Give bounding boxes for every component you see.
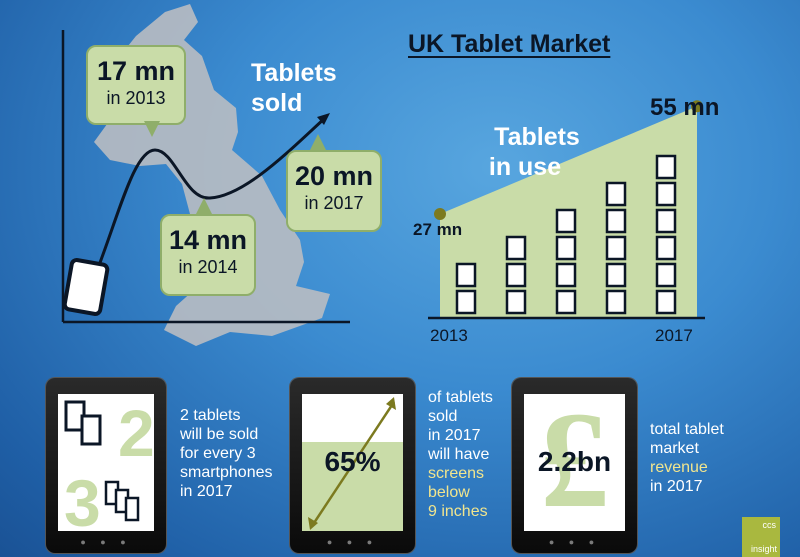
fact-revenue-text: total tablet market revenue in 2017 bbox=[650, 420, 724, 496]
fact-screens-highlight: 9 inches bbox=[428, 503, 488, 520]
fact-screens-line: will have bbox=[428, 446, 490, 463]
in-use-start-label: 27 mn bbox=[413, 220, 463, 239]
tablet-stack-icon bbox=[655, 154, 677, 180]
tablet-stack-icon bbox=[605, 181, 627, 207]
fact-ratio-line: smartphones bbox=[180, 464, 273, 481]
diagonal-arrow-graphic bbox=[308, 397, 396, 530]
fact-revenue-highlight: revenue bbox=[650, 459, 708, 476]
tablet-stack-icon bbox=[655, 235, 677, 261]
device-home-dots: ● ● ● bbox=[80, 537, 132, 547]
tablet-stack-icon bbox=[655, 181, 677, 207]
fact-screens-line: sold bbox=[428, 408, 458, 425]
fact-ratio-line: will be sold bbox=[180, 426, 259, 443]
fact-ratio-line: for every 3 bbox=[180, 445, 256, 462]
smartphone-icon bbox=[124, 496, 140, 522]
tablet-screen-revenue: £ 2.2bn bbox=[524, 390, 625, 531]
callout-2013-value: 17 mn bbox=[96, 56, 176, 86]
logo-top-text: ccs bbox=[762, 520, 777, 530]
tablet-device-ratio: 2 3 ● ● ● bbox=[46, 378, 166, 553]
tablet-screen-ratio: 2 3 bbox=[58, 394, 155, 540]
page-title: UK Tablet Market bbox=[408, 30, 611, 58]
callout-2014-year: in 2014 bbox=[178, 257, 238, 277]
ratio-digit-3: 3 bbox=[64, 466, 101, 531]
tablet-stack-icon bbox=[555, 262, 577, 288]
tablet-stack-icon bbox=[605, 208, 627, 234]
tablets-in-use-label: Tablets in use bbox=[487, 122, 587, 182]
callout-2013-year: in 2013 bbox=[106, 88, 166, 108]
tablet-icon bbox=[80, 414, 102, 446]
tablet-device-revenue: £ 2.2bn ● ● ● bbox=[512, 378, 637, 553]
callout-2017-pointer bbox=[310, 134, 326, 150]
callout-2013: 17 mn in 2013 bbox=[86, 45, 186, 125]
callout-2017: 20 mn in 2017 bbox=[286, 150, 382, 232]
ratio-graphic: 2 3 bbox=[64, 396, 155, 540]
fact-screens-line: of tablets bbox=[428, 389, 493, 406]
callout-2017-value: 20 mn bbox=[294, 161, 374, 191]
callout-2014: 14 mn in 2014 bbox=[160, 214, 256, 296]
tablet-stack-icon bbox=[605, 289, 627, 315]
tablets-sold-label-line2: sold bbox=[251, 89, 303, 117]
tablet-stack-icon bbox=[455, 262, 477, 288]
callout-2014-value: 14 mn bbox=[168, 225, 248, 255]
tablet-stack-icon bbox=[505, 262, 527, 288]
fact-revenue-line: market bbox=[650, 440, 699, 457]
tablets-sold-label-line1: Tablets bbox=[251, 59, 337, 87]
tablet-stack-icon bbox=[555, 208, 577, 234]
tablet-stack-icon bbox=[555, 235, 577, 261]
ratio-digit-2: 2 bbox=[118, 396, 154, 470]
device-home-dots: ● ● ● bbox=[548, 537, 601, 547]
in-use-end-point bbox=[691, 100, 703, 113]
tablet-stack-icon bbox=[455, 289, 477, 315]
diagonal-arrow-line bbox=[310, 401, 396, 527]
fact-screens-highlight: screens bbox=[428, 465, 485, 482]
fact-revenue-line: in 2017 bbox=[650, 478, 703, 495]
tablet-stack-icon bbox=[655, 208, 677, 234]
fact-screens-line: in 2017 bbox=[428, 427, 481, 444]
callout-2014-pointer bbox=[196, 198, 212, 214]
tablet-stack-icon bbox=[505, 235, 527, 261]
tablets-in-use-label-line2: in use bbox=[488, 153, 562, 181]
tablet-stack-icon bbox=[605, 235, 627, 261]
phone-icon bbox=[62, 258, 110, 316]
tablet-stack-icon bbox=[655, 289, 677, 315]
trend-arrowhead bbox=[317, 113, 330, 125]
fact-ratio-line: 2 tablets bbox=[180, 407, 241, 424]
fact-ratio-line: in 2017 bbox=[180, 483, 233, 500]
tablet-stack-icon bbox=[505, 289, 527, 315]
tablet-device-screens: 65% ● ● ● bbox=[290, 378, 415, 553]
arrow-head-top bbox=[386, 397, 396, 410]
tablet-stack-icon bbox=[605, 262, 627, 288]
sales-trend-line bbox=[96, 116, 327, 269]
tablet-stack-icon bbox=[655, 262, 677, 288]
fact-screens-text: of tablets sold in 2017 will have screen… bbox=[428, 388, 493, 521]
tablets-in-use-label-line1: Tablets bbox=[494, 123, 580, 151]
device-home-dots: ● ● ● bbox=[326, 537, 379, 547]
fact-ratio-text: 2 tablets will be sold for every 3 smart… bbox=[180, 406, 273, 501]
tablets-sold-label: Tablets sold bbox=[251, 58, 337, 118]
tablet-stack-icon bbox=[555, 289, 577, 315]
x-tick-2017: 2017 bbox=[655, 326, 693, 345]
in-use-end-label: 55 mn bbox=[650, 94, 720, 121]
in-use-start-point bbox=[434, 208, 446, 221]
arrow-head-bottom bbox=[308, 517, 318, 530]
screens-share-value: 65% bbox=[324, 446, 381, 477]
callout-2017-year: in 2017 bbox=[304, 193, 364, 213]
logo-bottom-text: insight bbox=[750, 544, 777, 554]
callout-2013-pointer bbox=[144, 121, 160, 137]
ccs-insight-logo: ccs insight bbox=[742, 517, 780, 557]
fact-revenue-line: total tablet bbox=[650, 421, 724, 438]
fact-screens-highlight: below bbox=[428, 484, 470, 501]
tablet-screen-screens: 65% bbox=[302, 394, 403, 531]
x-tick-2013: 2013 bbox=[430, 326, 468, 345]
pound-sign-icon: £ bbox=[540, 383, 609, 536]
revenue-value: 2.2bn bbox=[537, 446, 612, 477]
